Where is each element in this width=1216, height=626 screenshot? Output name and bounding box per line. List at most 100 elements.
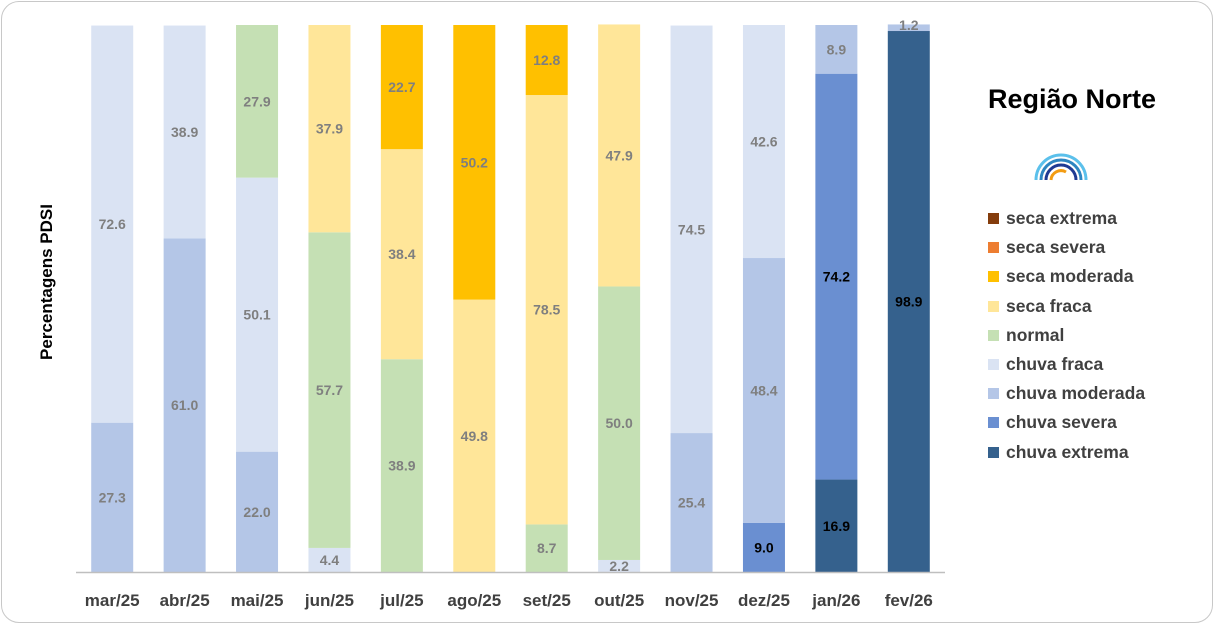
bar-chuva-fraca-mar-25 <box>91 25 134 423</box>
bar-chuva-fraca-jun-25 <box>308 547 351 572</box>
data-label-seca-fraca-jul-25: 38.4 <box>388 246 415 262</box>
bar-chuva-fraca-dez-25 <box>742 25 785 259</box>
bar-chuva-severa-jan-26 <box>815 73 858 480</box>
legend-swatch-normal <box>988 329 999 341</box>
legend-item-seca-extrema: seca extrema <box>988 204 1145 233</box>
bar-chuva-moderada-mar-25 <box>91 422 134 572</box>
bar-chuva-fraca-abr-25 <box>163 25 206 239</box>
data-label-chuva-moderada-fev-26: 1.2 <box>899 17 919 33</box>
data-label-seca-moderada-ago-25: 50.2 <box>461 154 488 170</box>
legend-item-seca-fraca: seca fraca <box>988 292 1145 321</box>
chart-title: Região Norte <box>988 84 1157 114</box>
data-label-chuva-moderada-abr-25: 61.0 <box>171 397 198 413</box>
bar-seca-fraca-out-25 <box>598 24 641 287</box>
legend-label-chuva-fraca: chuva fraca <box>1006 354 1104 375</box>
x-tick-label-ago-25: ago/25 <box>447 591 501 610</box>
bar-seca-fraca-ago-25 <box>453 299 496 572</box>
legend-item-seca-moderada: seca moderada <box>988 262 1145 291</box>
data-label-chuva-moderada-mar-25: 27.3 <box>99 489 126 505</box>
x-tick-label-abr-25: abr/25 <box>160 591 210 610</box>
bar-seca-moderada-jul-25 <box>380 25 423 150</box>
bar-seca-moderada-ago-25 <box>453 25 496 300</box>
x-tick-label-fev-26: fev/26 <box>885 591 933 610</box>
legend-label-seca-severa: seca severa <box>1006 237 1106 258</box>
bar-seca-fraca-jul-25 <box>380 149 423 360</box>
legend-swatch-chuva-fraca <box>988 359 999 371</box>
legend-label-seca-moderada: seca moderada <box>1006 266 1134 287</box>
bar-chuva-severa-dez-25 <box>742 522 785 572</box>
legend: seca extrema seca severa seca moderada seca… <box>988 204 1145 467</box>
legend-swatch-seca-severa <box>988 242 999 254</box>
bar-seca-moderada-set-25 <box>525 25 568 96</box>
data-label-normal-jul-25: 38.9 <box>388 458 415 474</box>
data-label-normal-mai-25: 27.9 <box>243 93 270 109</box>
legend-swatch-chuva-extrema <box>988 446 999 458</box>
data-label-chuva-moderada-nov-25: 25.4 <box>678 495 705 511</box>
data-label-chuva-fraca-jun-25: 4.4 <box>320 552 340 568</box>
data-label-chuva-fraca-nov-25: 74.5 <box>678 221 705 237</box>
legend-item-normal: normal <box>988 321 1145 350</box>
data-label-chuva-extrema-jan-26: 16.9 <box>823 518 850 534</box>
bar-chuva-fraca-mai-25 <box>236 177 279 452</box>
bar-chuva-moderada-jan-26 <box>815 25 858 74</box>
bar-normal-out-25 <box>598 286 641 560</box>
legend-label-chuva-extrema: chuva extrema <box>1006 441 1129 462</box>
legend-label-chuva-moderada: chuva moderada <box>1006 383 1146 404</box>
bar-chuva-moderada-abr-25 <box>163 238 206 572</box>
bar-chuva-fraca-out-25 <box>598 559 641 572</box>
data-label-chuva-fraca-mai-25: 50.1 <box>243 307 270 323</box>
x-tick-label-set-25: set/25 <box>523 591 571 610</box>
x-tick-label-mai-25: mai/25 <box>231 591 284 610</box>
bar-chuva-extrema-fev-26 <box>887 31 930 572</box>
data-label-chuva-fraca-out-25: 2.2 <box>609 558 629 574</box>
x-tick-label-jul-25: jul/25 <box>379 591 423 610</box>
data-label-chuva-moderada-dez-25: 48.4 <box>750 382 777 398</box>
legend-item-seca-severa: seca severa <box>988 233 1145 262</box>
data-label-chuva-fraca-abr-25: 38.9 <box>171 124 198 140</box>
x-tick-label-out-25: out/25 <box>594 591 644 610</box>
data-label-chuva-severa-jan-26: 74.2 <box>823 269 850 285</box>
data-label-seca-fraca-ago-25: 49.8 <box>461 428 488 444</box>
legend-swatch-seca-moderada <box>988 271 999 283</box>
data-label-chuva-severa-dez-25: 9.0 <box>754 539 774 555</box>
data-label-seca-moderada-set-25: 12.8 <box>533 52 560 68</box>
data-label-chuva-fraca-mar-25: 72.6 <box>99 216 126 232</box>
bar-chuva-moderada-dez-25 <box>742 258 785 523</box>
data-label-chuva-moderada-jan-26: 8.9 <box>827 41 847 57</box>
legend-swatch-seca-fraca <box>988 300 999 312</box>
data-label-normal-set-25: 8.7 <box>537 540 557 556</box>
bar-chuva-extrema-jan-26 <box>815 479 858 572</box>
bar-seca-fraca-set-25 <box>525 95 568 525</box>
x-tick-label-jan-26: jan/26 <box>811 591 860 610</box>
data-label-chuva-extrema-fev-26: 98.9 <box>895 294 922 310</box>
legend-item-chuva-fraca: chuva fraca <box>988 350 1145 379</box>
bar-seca-fraca-jun-25 <box>308 25 351 233</box>
bar-chuva-moderada-fev-26 <box>887 24 930 32</box>
legend-label-chuva-severa: chuva severa <box>1006 412 1117 433</box>
bar-normal-set-25 <box>525 524 568 572</box>
legend-item-chuva-extrema: chuva extrema <box>988 438 1145 467</box>
bar-chuva-fraca-nov-25 <box>670 25 713 434</box>
x-tick-label-dez-25: dez/25 <box>738 591 790 610</box>
data-label-seca-fraca-set-25: 78.5 <box>533 302 560 318</box>
data-label-normal-out-25: 50.0 <box>606 415 633 431</box>
bar-chuva-moderada-nov-25 <box>670 433 713 572</box>
legend-label-seca-extrema: seca extrema <box>1006 208 1117 229</box>
data-label-seca-fraca-out-25: 47.9 <box>606 147 633 163</box>
bar-normal-mai-25 <box>236 25 279 178</box>
data-label-seca-fraca-jun-25: 37.9 <box>316 121 343 137</box>
institution-logo-icon <box>1034 153 1088 181</box>
data-label-normal-jun-25: 57.7 <box>316 382 343 398</box>
x-tick-label-mar-25: mar/25 <box>85 591 140 610</box>
bar-normal-jun-25 <box>308 232 351 548</box>
bar-normal-jul-25 <box>380 359 423 572</box>
bar-chuva-moderada-mai-25 <box>236 451 279 572</box>
y-axis-label: Percentagens PDSI <box>37 204 56 360</box>
legend-label-seca-fraca: seca fraca <box>1006 295 1092 316</box>
data-label-chuva-moderada-mai-25: 22.0 <box>243 504 270 520</box>
legend-swatch-chuva-severa <box>988 417 999 429</box>
legend-label-normal: normal <box>1006 324 1065 345</box>
legend-item-chuva-severa: chuva severa <box>988 408 1145 437</box>
legend-swatch-chuva-moderada <box>988 388 999 400</box>
